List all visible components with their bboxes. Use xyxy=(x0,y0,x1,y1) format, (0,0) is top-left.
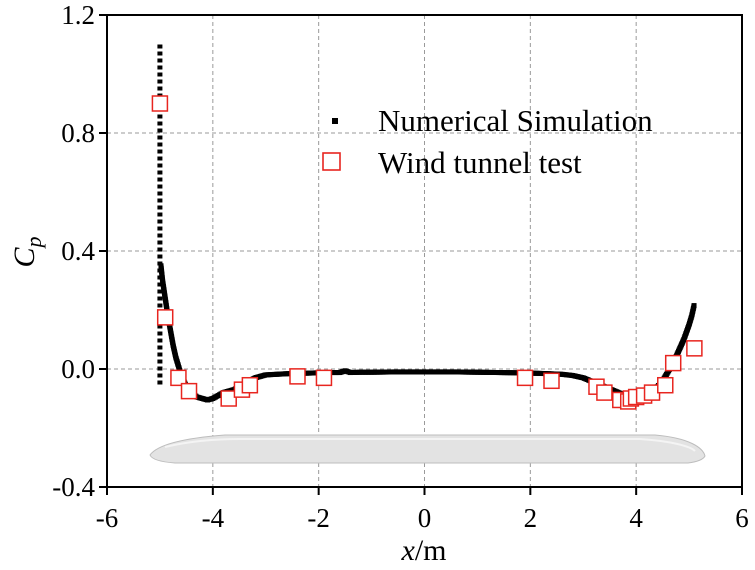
y-tick-label: 0.8 xyxy=(61,118,95,148)
sim-point xyxy=(157,205,163,210)
sim-point xyxy=(157,331,163,336)
sim-point xyxy=(157,282,163,287)
sim-point xyxy=(157,338,163,343)
test-point xyxy=(220,390,237,407)
sim-point xyxy=(157,79,163,84)
x-axis-label-var: x xyxy=(401,534,416,567)
sim-point xyxy=(157,303,163,308)
sim-point xyxy=(157,58,163,63)
sim-point xyxy=(157,226,163,231)
axis-ticks: -6 -4 -2 0 2 4 6 -0.4 0.0 0.4 0.8 1.2 xyxy=(52,0,749,533)
sim-point xyxy=(157,240,163,245)
sim-point xyxy=(157,65,163,70)
y-tick-label: -0.4 xyxy=(52,472,95,502)
y-tick-label: 0.0 xyxy=(61,354,95,384)
sim-point xyxy=(157,44,163,49)
sim-point xyxy=(157,114,163,119)
sim-point xyxy=(157,233,163,238)
y-axis-label-main: C xyxy=(8,247,41,268)
y-axis-label: Cp xyxy=(8,236,46,267)
sim-point xyxy=(157,191,163,196)
test-point xyxy=(151,95,169,112)
sim-point xyxy=(157,373,163,378)
sim-point xyxy=(157,324,163,329)
vehicle-silhouette-highlight xyxy=(164,438,696,452)
sim-point xyxy=(157,142,163,147)
test-point xyxy=(170,369,187,387)
y-axis-label-sub: p xyxy=(21,236,46,249)
sim-point xyxy=(157,163,163,168)
test-point xyxy=(686,340,703,357)
y-tick-label: 0.4 xyxy=(61,236,95,266)
sim-point xyxy=(157,72,163,77)
test-point xyxy=(156,309,174,326)
x-tick-label: 2 xyxy=(524,503,538,533)
legend: Numerical Simulation Wind tunnel test xyxy=(322,103,653,180)
test-point xyxy=(315,369,333,387)
x-tick-label: 4 xyxy=(629,503,643,533)
sim-point xyxy=(157,366,163,371)
x-axis-label-unit: /m xyxy=(415,534,447,567)
sim-point xyxy=(157,247,163,252)
sim-point xyxy=(157,198,163,203)
x-tick-label: 0 xyxy=(418,503,432,533)
svg-text:Cp: Cp xyxy=(8,236,46,267)
sim-point xyxy=(157,170,163,175)
vehicle-silhouette xyxy=(149,434,706,464)
x-tick-label: -4 xyxy=(202,503,225,533)
test-point xyxy=(516,369,534,387)
sim-point xyxy=(157,254,163,259)
sim-point xyxy=(157,86,163,91)
sim-point xyxy=(157,359,163,364)
sim-point xyxy=(691,303,697,309)
sim-point xyxy=(157,135,163,140)
legend-label-wind-tunnel-test: Wind tunnel test xyxy=(378,145,582,180)
test-point xyxy=(664,354,682,372)
sim-point xyxy=(157,128,163,133)
x-axis-label: x/m xyxy=(401,534,447,567)
series-wind-tunnel-test xyxy=(151,95,703,410)
legend-marker-wind-tunnel-test xyxy=(322,152,341,171)
x-tick-label: -2 xyxy=(307,503,330,533)
sim-point xyxy=(157,177,163,182)
sim-point xyxy=(157,380,163,385)
x-tick-label: -6 xyxy=(96,503,119,533)
legend-marker-numerical-simulation xyxy=(332,118,338,124)
sim-point xyxy=(157,212,163,217)
sim-point xyxy=(157,345,163,350)
sim-point xyxy=(157,121,163,126)
sim-point xyxy=(157,289,163,294)
sim-point xyxy=(157,352,163,357)
sim-point xyxy=(157,219,163,224)
legend-label-numerical-simulation: Numerical Simulation xyxy=(378,103,653,138)
sim-point xyxy=(157,296,163,301)
sim-point xyxy=(157,149,163,154)
test-point xyxy=(657,376,674,394)
test-point xyxy=(596,384,613,401)
test-point xyxy=(543,372,560,390)
test-point xyxy=(180,382,198,400)
sim-point xyxy=(157,184,163,189)
x-tick-label: 6 xyxy=(735,503,749,533)
test-point xyxy=(289,368,306,385)
sim-point xyxy=(157,156,163,161)
sim-point xyxy=(157,51,163,56)
y-tick-label: 1.2 xyxy=(61,0,95,30)
test-point xyxy=(241,376,259,394)
